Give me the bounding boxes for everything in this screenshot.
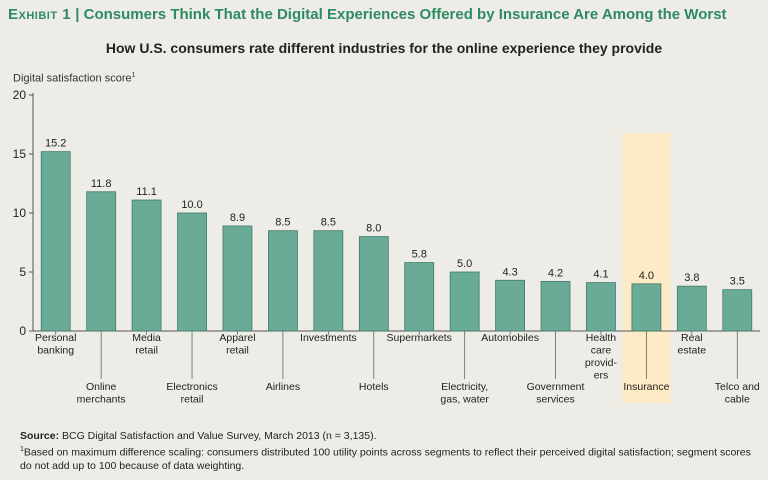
y-axis-label: Digital satisfaction score1: [13, 72, 136, 85]
category-label: services: [536, 394, 575, 406]
category-label: estate: [678, 345, 707, 357]
value-label: 11.1: [136, 186, 157, 198]
category-label: provid-: [585, 357, 618, 369]
category-label: Supermarkets: [387, 332, 452, 344]
bar: [222, 225, 253, 332]
bar: [40, 151, 71, 332]
value-label: 4.0: [639, 270, 654, 282]
category-label: retail: [181, 394, 204, 406]
chart-title: How U.S. consumers rate different indust…: [105, 40, 663, 56]
exhibit-separator: |: [75, 6, 80, 23]
category-label: Insurance: [623, 381, 669, 393]
bar: [358, 236, 389, 332]
bar: [177, 212, 207, 332]
category-label: merchants: [77, 394, 126, 406]
bar: [586, 282, 616, 332]
y-axis-footnote-marker: 1: [131, 72, 136, 79]
y-tick-label: 20: [13, 88, 27, 102]
bar: [86, 191, 117, 332]
value-label: 15.2: [45, 138, 66, 150]
y-tick-label: 5: [19, 265, 26, 279]
source-text: BCG Digital Satisfaction and Value Surve…: [62, 430, 377, 442]
bar: [268, 230, 298, 332]
category-label: retail: [226, 345, 249, 357]
value-label: 4.1: [593, 269, 608, 281]
exhibit-number: Exhibit 1: [8, 6, 72, 23]
category-label: Health: [586, 332, 617, 344]
category-label: ers: [594, 370, 609, 382]
category-label: Apparel: [219, 332, 255, 344]
value-label: 8.5: [275, 217, 290, 229]
value-label: 11.8: [91, 178, 112, 190]
value-label: 3.5: [730, 276, 745, 288]
category-label: Electronics: [166, 381, 217, 393]
category-label: Government: [527, 381, 585, 393]
source-line: Source: BCG Digital Satisfaction and Val…: [20, 430, 760, 443]
value-label: 4.2: [548, 267, 563, 279]
category-label: Automobiles: [481, 332, 539, 344]
bar: [540, 281, 571, 332]
category-label: cable: [725, 394, 750, 406]
category-label: Telco and: [715, 381, 760, 393]
value-label: 5.0: [457, 258, 472, 270]
bar: [449, 271, 480, 332]
bar: [676, 285, 707, 332]
value-label: 4.3: [502, 266, 517, 278]
category-label: Real: [681, 332, 703, 344]
value-label: 8.5: [321, 217, 336, 229]
category-label: Personal: [35, 332, 76, 344]
value-label: 8.0: [366, 223, 381, 235]
category-label: Media: [132, 332, 161, 344]
category-label: gas, water: [440, 394, 489, 406]
category-label: retail: [135, 345, 158, 357]
bar: [404, 262, 435, 332]
category-label: Airlines: [266, 381, 300, 393]
value-label: 3.8: [684, 272, 699, 284]
y-axis-label-text: Digital satisfaction score: [13, 72, 132, 85]
footnote-text: Based on maximum difference scaling: con…: [20, 446, 751, 472]
value-label: 10.0: [181, 199, 202, 211]
bar: [131, 199, 162, 332]
y-tick-label: 10: [13, 206, 27, 220]
footer: Source: BCG Digital Satisfaction and Val…: [20, 430, 760, 473]
category-label: Electricity,: [441, 381, 488, 393]
footnote-marker: 1: [20, 446, 24, 453]
source-label: Source:: [20, 430, 60, 442]
exhibit-header: Exhibit 1 | Consumers Think That the Dig…: [8, 6, 727, 23]
y-tick-label: 0: [19, 324, 26, 338]
category-label: Online: [86, 381, 117, 393]
exhibit-title: Consumers Think That the Digital Experie…: [83, 6, 727, 23]
bar: [495, 279, 525, 332]
value-label: 8.9: [230, 212, 245, 224]
bar: [631, 283, 662, 332]
category-label: care: [591, 345, 612, 357]
bar: [722, 289, 753, 332]
category-label: Investments: [300, 332, 357, 344]
category-label: banking: [37, 345, 74, 357]
value-label: 5.8: [412, 249, 427, 261]
category-label: Hotels: [359, 381, 389, 393]
bar: [313, 230, 344, 332]
y-tick-label: 15: [13, 147, 27, 161]
footnote: 1Based on maximum difference scaling: co…: [20, 443, 760, 473]
